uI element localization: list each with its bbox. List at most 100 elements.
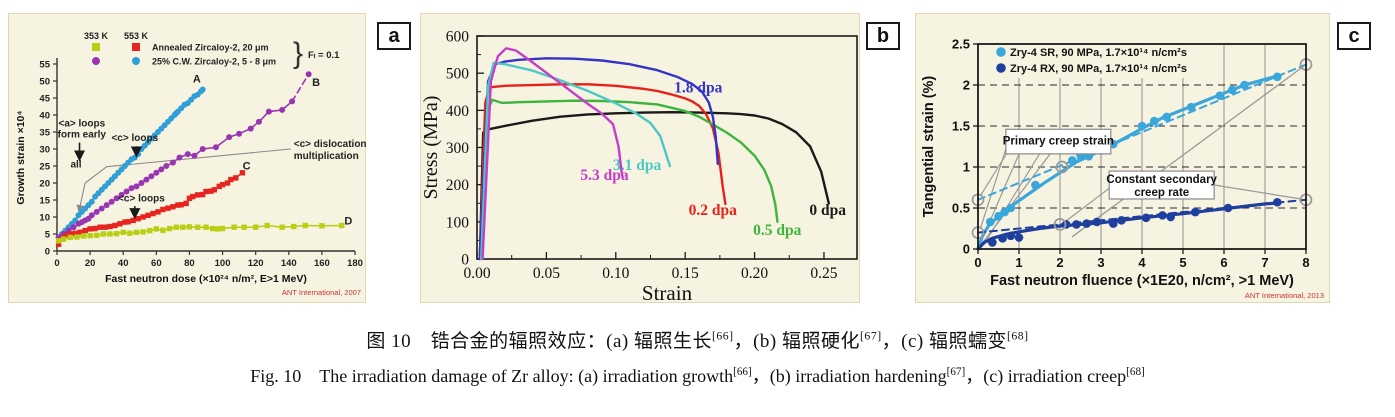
svg-text:Annealed Zircaloy-2, 20 μm: Annealed Zircaloy-2, 20 μm xyxy=(152,43,269,53)
svg-text:100: 100 xyxy=(215,258,231,269)
svg-text:Zry-4 SR, 90 MPa, 1.7×10¹⁴ n/c: Zry-4 SR, 90 MPa, 1.7×10¹⁴ n/cm²s xyxy=(1010,47,1187,59)
caption-english: Fig. 10 The irradiation damage of Zr all… xyxy=(250,366,1145,386)
svg-text:0.5 dpa: 0.5 dpa xyxy=(753,222,801,239)
svg-text:1.8 dpa: 1.8 dpa xyxy=(674,79,722,96)
svg-text:Primary creep strain: Primary creep strain xyxy=(1003,135,1114,147)
creep-strain-chart: 0 1 2 3 4 5 6 7 8 0 0.5 1 1.5 2 2.5 Zry-4 SR, 90 MPa, 1… xyxy=(921,37,1324,301)
svg-text:0 dpa: 0 dpa xyxy=(809,202,846,219)
svg-text:10: 10 xyxy=(39,213,50,224)
svg-text:25: 25 xyxy=(39,162,50,173)
svg-text:Fast neutron dose (×10²⁴ n/m²,: Fast neutron dose (×10²⁴ n/m², E>1 MeV) xyxy=(105,273,307,285)
svg-text:45: 45 xyxy=(39,94,50,105)
panel-a-irradiation-growth-chart: 0 20 40 60 80 100 120 140 160 180 0 5 10 15 20 25 30 35 40… xyxy=(8,13,367,303)
svg-text:200: 200 xyxy=(446,177,470,194)
svg-text:40: 40 xyxy=(118,258,129,269)
svg-text:7: 7 xyxy=(1261,255,1268,270)
svg-text:all: all xyxy=(70,160,81,171)
svg-text:Fast neutron fluence (×1E20, n: Fast neutron fluence (×1E20, n/cm², >1 M… xyxy=(990,273,1294,289)
svg-text:<a> loops: <a> loops xyxy=(58,119,105,130)
svg-text:5.3 dpa: 5.3 dpa xyxy=(580,167,628,184)
svg-text:<c> loops: <c> loops xyxy=(118,193,165,204)
svg-text:30: 30 xyxy=(39,145,50,156)
svg-text:35: 35 xyxy=(39,128,50,139)
svg-text:0: 0 xyxy=(974,255,981,270)
svg-text:A: A xyxy=(193,74,201,86)
svg-text:20: 20 xyxy=(85,258,96,269)
svg-text:ANT International, 2007: ANT International, 2007 xyxy=(282,288,361,297)
caption-chinese: 图 10 锆合金的辐照效应：(a) 辐照生长[66]，(b) 辐照硬化[67]，… xyxy=(366,329,1029,352)
panel-b-letter-label: b xyxy=(866,22,900,50)
svg-text:20: 20 xyxy=(39,179,50,190)
svg-text:160: 160 xyxy=(314,258,330,269)
svg-text:100: 100 xyxy=(446,214,470,231)
svg-text:4: 4 xyxy=(1138,255,1146,270)
svg-text:0.10: 0.10 xyxy=(602,265,629,282)
svg-text:Constant secondary: Constant secondary xyxy=(1106,174,1217,186)
svg-text:1: 1 xyxy=(963,160,970,175)
svg-text:0.00: 0.00 xyxy=(463,265,490,282)
svg-text:<c> loops: <c> loops xyxy=(111,133,158,144)
svg-text:C: C xyxy=(243,160,251,172)
svg-text:Tangential strain (%): Tangential strain (%) xyxy=(921,76,937,218)
figure-caption: 图 10 锆合金的辐照效应：(a) 辐照生长[66]，(b) 辐照硬化[67]，… xyxy=(0,320,1395,388)
svg-text:0: 0 xyxy=(963,242,970,257)
svg-text:140: 140 xyxy=(281,258,297,269)
svg-text:553 K: 553 K xyxy=(124,31,149,41)
svg-text:180: 180 xyxy=(347,258,363,269)
svg-text:5: 5 xyxy=(1179,255,1186,270)
svg-text:5: 5 xyxy=(45,230,51,241)
svg-text:0.20: 0.20 xyxy=(741,265,768,282)
svg-text:25% C.W. Zircaloy-2, 5 - 8 μm: 25% C.W. Zircaloy-2, 5 - 8 μm xyxy=(152,57,276,67)
svg-text:<c> dislocation: <c> dislocation xyxy=(294,139,367,150)
svg-text:Stress (MPa): Stress (MPa) xyxy=(421,96,442,200)
svg-text:0.15: 0.15 xyxy=(672,265,699,282)
svg-text:1.5: 1.5 xyxy=(952,119,970,134)
svg-text:Zry-4 RX, 90 MPa, 1.7×10¹⁴ n/c: Zry-4 RX, 90 MPa, 1.7×10¹⁴ n/cm²s xyxy=(1010,63,1187,75)
panel-b-letter: b xyxy=(876,24,890,47)
svg-text:0.5: 0.5 xyxy=(952,201,970,216)
svg-text:50: 50 xyxy=(39,77,50,88)
svg-text:15: 15 xyxy=(39,196,50,207)
svg-text:3: 3 xyxy=(1097,255,1104,270)
stress-strain-chart: 0.00 0.05 0.10 0.15 0.20 0.25 0 100 200 300 400 500… xyxy=(421,29,858,304)
svg-text:353 K: 353 K xyxy=(84,31,109,41)
svg-text:0.25: 0.25 xyxy=(810,265,837,282)
svg-text:2.5: 2.5 xyxy=(952,37,970,52)
svg-text:60: 60 xyxy=(151,258,162,269)
panel-c-irradiation-creep-chart: 0 1 2 3 4 5 6 7 8 0 0.5 1 1.5 2 2.5 Zry-4 SR, 90 MPa, 1… xyxy=(915,13,1330,303)
svg-text:3.1 dpa: 3.1 dpa xyxy=(613,157,661,174)
svg-text:80: 80 xyxy=(184,258,195,269)
panel-c-letter: c xyxy=(1348,24,1360,47)
svg-text:6: 6 xyxy=(1220,255,1227,270)
svg-text:120: 120 xyxy=(248,258,264,269)
svg-text:0: 0 xyxy=(461,252,469,269)
svg-text:0: 0 xyxy=(45,247,50,258)
svg-text:D: D xyxy=(344,215,352,227)
svg-text:ANT International, 2013: ANT International, 2013 xyxy=(1245,291,1324,300)
svg-text:300: 300 xyxy=(446,140,470,157)
panel-a-letter: a xyxy=(388,24,400,47)
svg-text:Strain: Strain xyxy=(642,281,693,304)
svg-text:Fₗ = 0.1: Fₗ = 0.1 xyxy=(308,50,340,61)
svg-text:1: 1 xyxy=(1015,255,1022,270)
svg-text:form early: form early xyxy=(58,129,107,140)
svg-text:2: 2 xyxy=(963,78,970,93)
svg-text:500: 500 xyxy=(446,66,470,83)
svg-text:55: 55 xyxy=(39,60,50,71)
svg-text:B: B xyxy=(312,77,320,89)
panel-a-letter-label: a xyxy=(377,22,411,50)
panel-b-irradiation-hardening-chart: 0.00 0.05 0.10 0.15 0.20 0.25 0 100 200 300 400 500… xyxy=(420,13,860,304)
svg-text:600: 600 xyxy=(446,29,470,46)
svg-text:0.2 dpa: 0.2 dpa xyxy=(689,202,737,219)
svg-text:0: 0 xyxy=(54,258,59,269)
svg-text:creep rate: creep rate xyxy=(1134,187,1189,199)
svg-text:400: 400 xyxy=(446,103,470,120)
svg-text:8: 8 xyxy=(1302,255,1309,270)
growth-strain-chart: 0 20 40 60 80 100 120 140 160 180 0 5 10 15 20 25 30 35 40… xyxy=(15,31,367,297)
svg-text:}: } xyxy=(293,37,303,70)
panel-c-letter-label: c xyxy=(1337,22,1371,50)
svg-text:Growth strain ×10⁴: Growth strain ×10⁴ xyxy=(15,110,27,204)
svg-text:40: 40 xyxy=(39,111,50,122)
svg-text:2: 2 xyxy=(1056,255,1063,270)
svg-text:0.05: 0.05 xyxy=(533,265,560,282)
